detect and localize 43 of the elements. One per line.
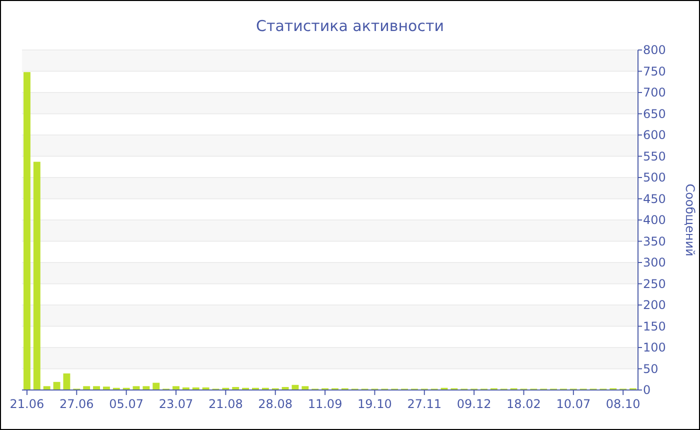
y-tick-label: 700 — [643, 86, 666, 100]
x-tick-label: 11.09 — [308, 397, 342, 411]
y-tick-label: 500 — [643, 170, 666, 184]
bar — [83, 386, 90, 390]
x-tick-label: 27.06 — [59, 397, 94, 411]
bar — [53, 382, 60, 390]
x-tick-label: 27.11 — [407, 397, 442, 411]
y-tick-label: 350 — [643, 234, 666, 248]
chart-title: Статистика активности — [256, 17, 444, 35]
x-tick-label: 21.06 — [10, 397, 44, 411]
y-tick-label: 150 — [643, 319, 666, 334]
x-tick-label: 21.08 — [208, 397, 243, 411]
y-tick-label: 200 — [643, 298, 666, 312]
y-tick-label: 400 — [643, 213, 666, 227]
bar — [142, 386, 150, 390]
y-tick-label: 650 — [643, 106, 666, 121]
y-tick-label: 550 — [643, 149, 666, 164]
bar — [63, 373, 70, 390]
bar — [302, 386, 309, 390]
y-tick-label: 450 — [643, 192, 666, 206]
y-tick-label: 100 — [643, 340, 666, 354]
x-tick-label: 05.07 — [109, 397, 144, 411]
x-tick-label: 19.10 — [358, 397, 392, 411]
x-tick-label: 28.08 — [258, 397, 293, 411]
x-tick-label: 23.07 — [158, 397, 194, 411]
y-tick-label: 750 — [643, 64, 666, 78]
y-tick-label: 800 — [643, 43, 666, 57]
x-tick-label: 10.07 — [556, 397, 591, 411]
y-tick-label: 250 — [643, 276, 666, 291]
bar — [172, 386, 180, 390]
bar — [93, 386, 100, 390]
bar — [33, 162, 40, 390]
y-tick-label: 300 — [643, 256, 666, 270]
x-tick-label: 09.12 — [456, 397, 492, 411]
y-axis-title: Сообщений — [683, 184, 697, 256]
y-tick-label: 50 — [643, 362, 658, 376]
x-tick-label: 18.02 — [506, 397, 541, 411]
bar — [43, 386, 50, 390]
x-tick-label: 08.10 — [606, 397, 640, 411]
y-tick-label: 600 — [643, 128, 666, 142]
bar — [152, 382, 160, 390]
bar — [23, 72, 30, 390]
y-tick-label: 0 — [643, 383, 651, 397]
